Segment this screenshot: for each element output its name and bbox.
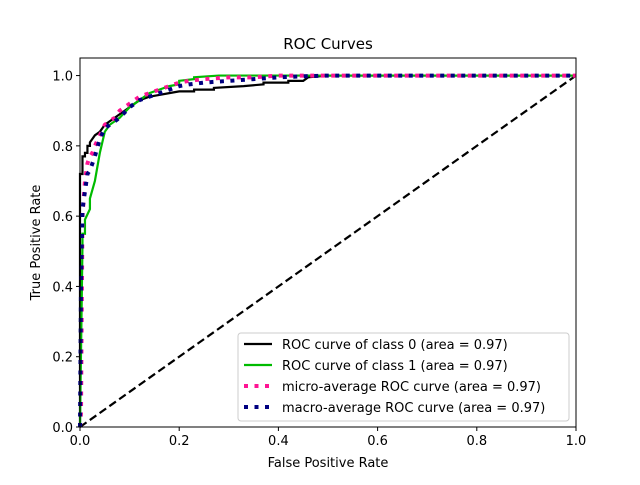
plot-frame: [79, 57, 577, 428]
legend-box: [237, 332, 570, 422]
y-tick-label: 0.0: [52, 421, 73, 436]
y-tick-label: 0.4: [52, 280, 73, 295]
chart-title: ROC Curves: [283, 35, 373, 53]
plot-lines: [78, 73, 577, 428]
y-axis-label: True Positive Rate: [29, 185, 44, 302]
chance-diagonal-line: [79, 74, 577, 428]
y-tick-label: 1.0: [52, 70, 73, 85]
series-line-1: [78, 74, 576, 428]
y-tick-label: 0.2: [52, 351, 73, 366]
legend-label-3: macro-average ROC curve (area = 0.97): [282, 401, 545, 416]
y-tick-label: 0.6: [52, 210, 73, 225]
y-axis-ticks: 0.0 0.2 0.4 0.6 0.8 1.0: [52, 70, 80, 436]
x-axis-ticks: 0.0 0.2 0.4 0.6 0.8 1.0: [70, 427, 587, 449]
y-tick-label: 0.8: [52, 140, 73, 155]
x-tick-label: 0.4: [268, 434, 289, 449]
series-line-2: [78, 73, 576, 428]
x-tick-label: 1.0: [566, 434, 587, 449]
x-axis-label: False Positive Rate: [268, 456, 389, 471]
series-line-3: [78, 73, 576, 428]
legend-label-0: ROC curve of class 0 (area = 0.97): [282, 338, 508, 353]
legend-label-1: ROC curve of class 1 (area = 0.97): [282, 359, 508, 374]
x-tick-label: 0.0: [70, 434, 91, 449]
x-tick-label: 0.2: [169, 434, 190, 449]
legend-label-2: micro-average ROC curve (area = 0.97): [282, 380, 541, 395]
legend: ROC curve of class 0 (area = 0.97) ROC cu…: [237, 332, 570, 422]
x-tick-label: 0.8: [466, 434, 487, 449]
x-tick-label: 0.6: [367, 434, 388, 449]
